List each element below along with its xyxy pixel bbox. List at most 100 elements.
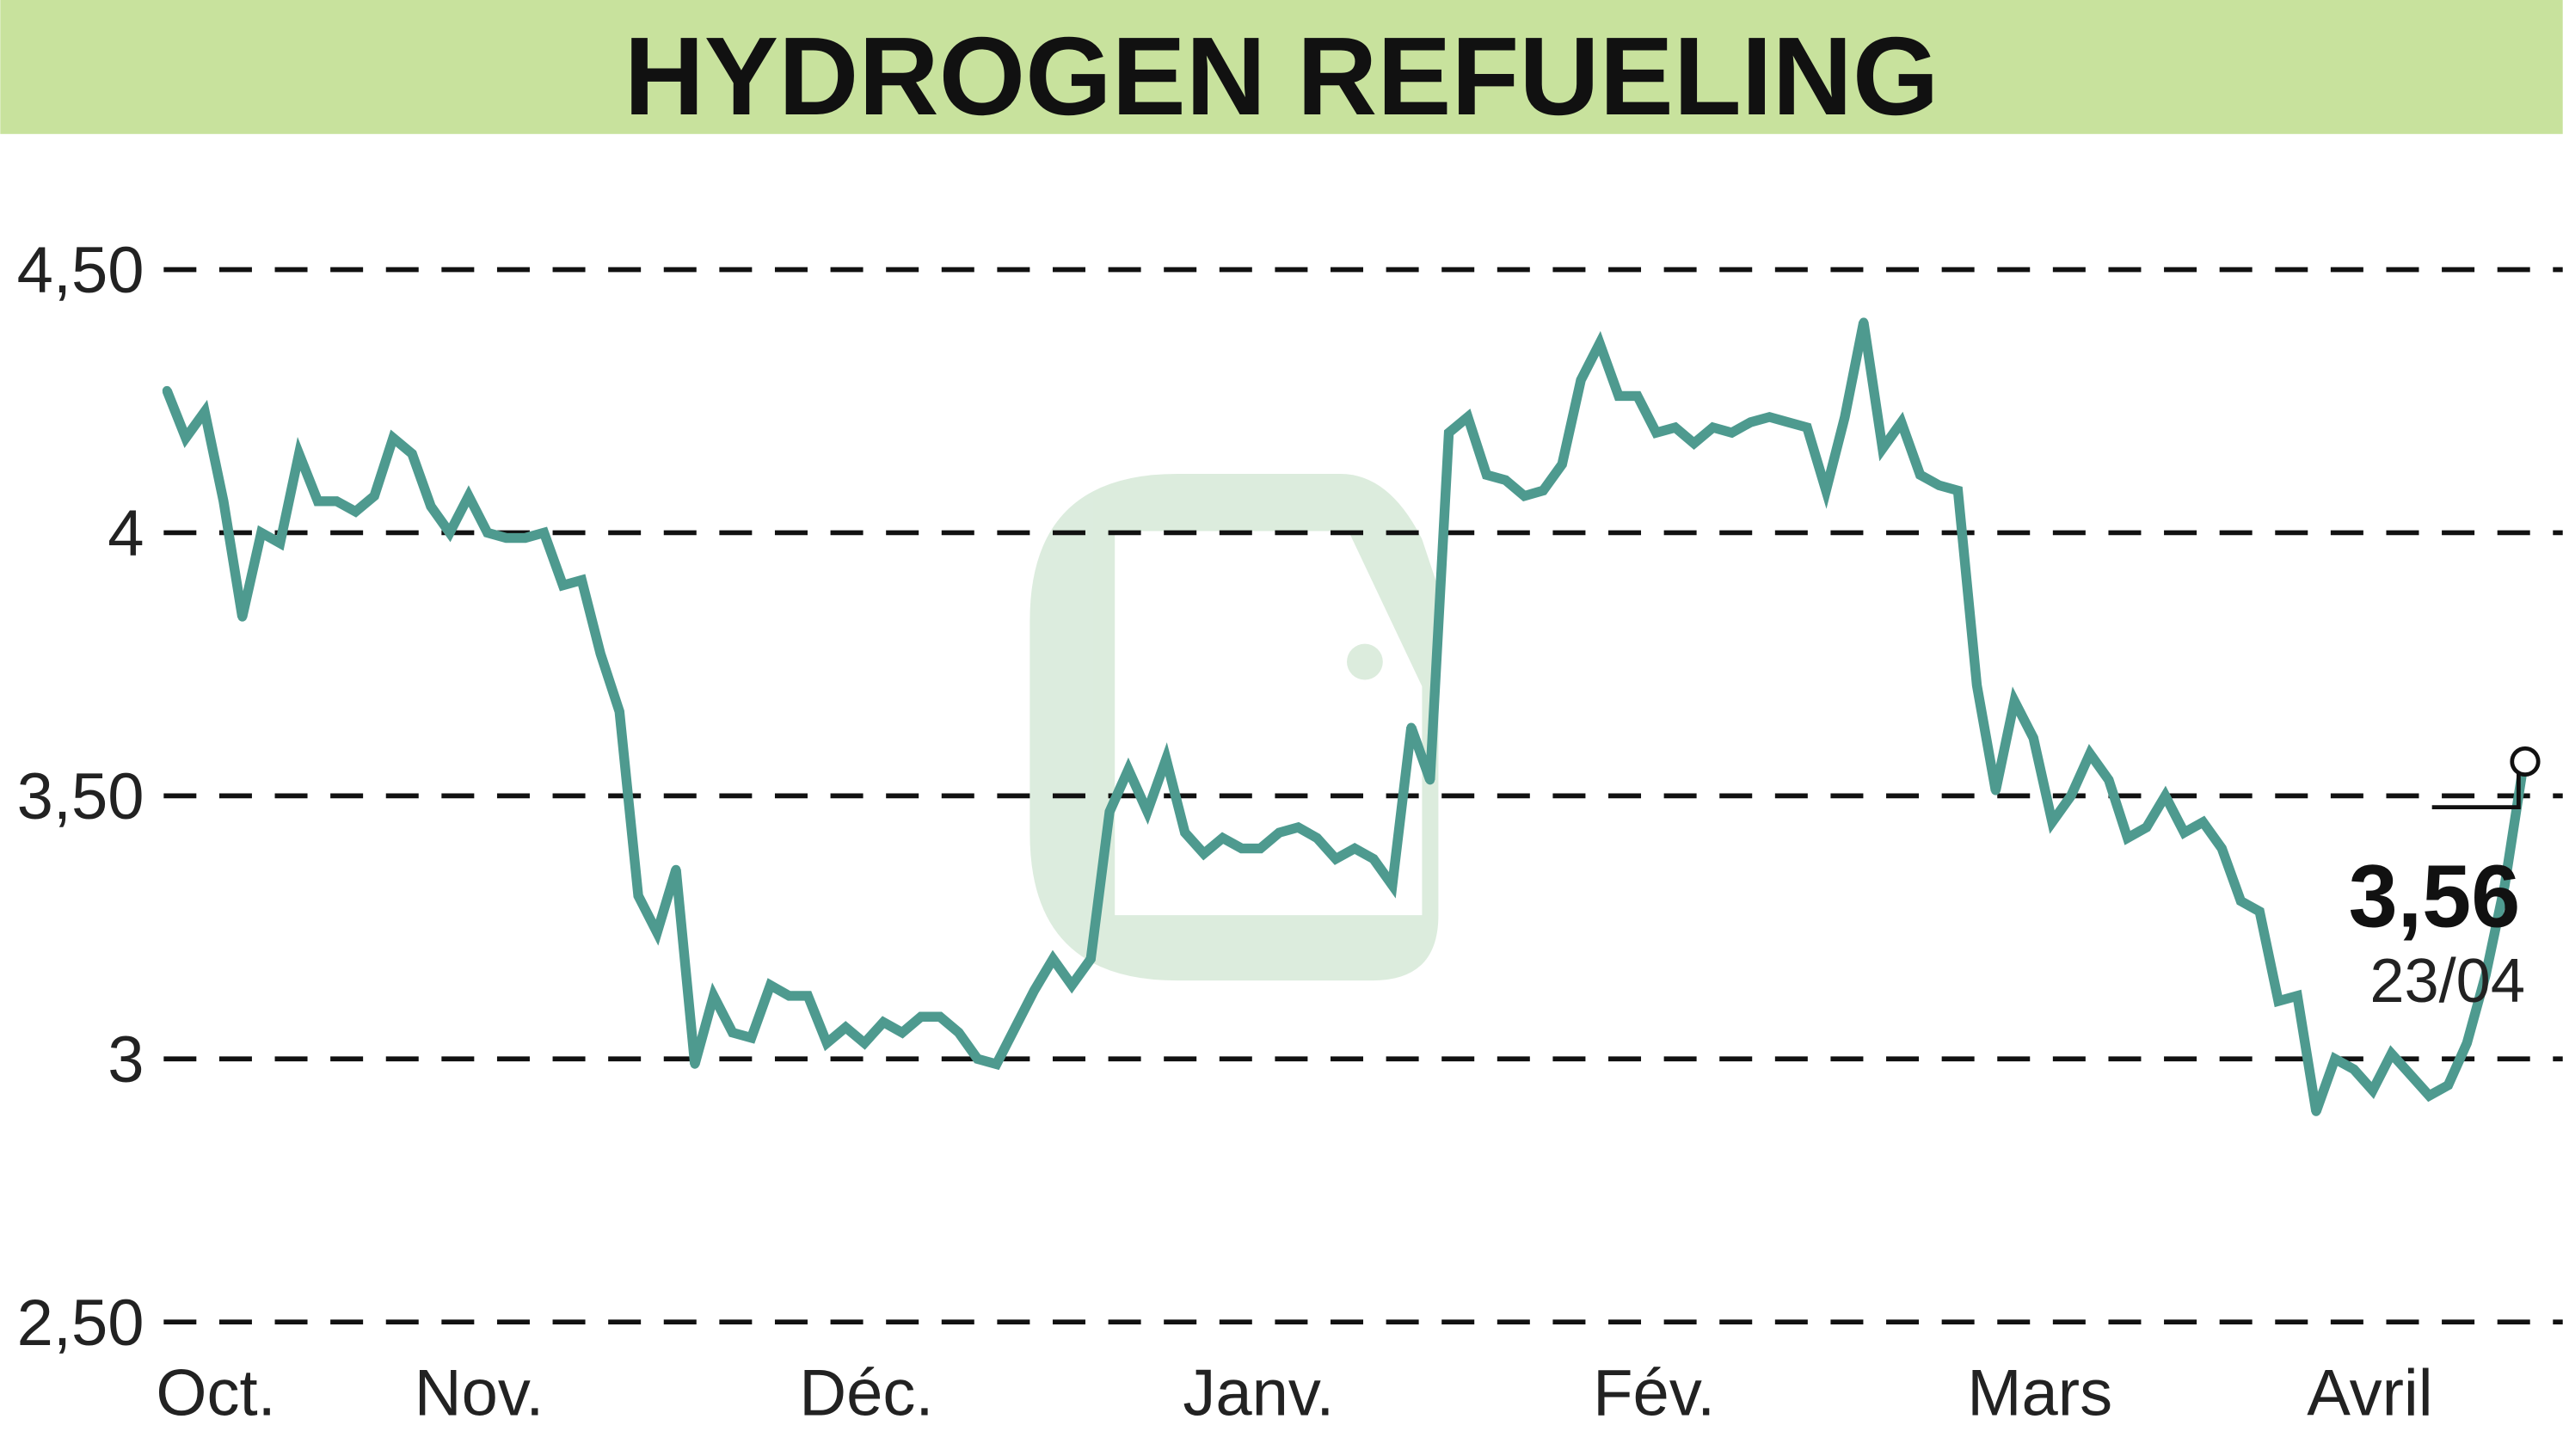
data-point	[2123, 832, 2133, 843]
data-point	[2292, 991, 2302, 1001]
data-point	[2009, 696, 2019, 706]
data-point	[1821, 486, 1831, 495]
data-point	[1085, 954, 1096, 964]
data-point	[256, 528, 267, 538]
data-point	[1256, 844, 1265, 853]
data-point	[1538, 486, 1548, 495]
data-point	[1293, 822, 1303, 832]
data-point	[897, 1028, 907, 1038]
data-point	[2387, 1048, 2396, 1059]
data-point	[973, 1054, 982, 1064]
data-point	[369, 491, 379, 501]
data-point	[1783, 417, 1793, 427]
data-point	[1463, 412, 1472, 422]
data-point	[1727, 427, 1736, 438]
data-point	[1331, 854, 1341, 864]
data-point	[2254, 906, 2265, 917]
data-point	[181, 433, 191, 443]
data-point	[954, 1028, 964, 1038]
data-point	[821, 1038, 832, 1048]
data-point	[1689, 439, 1699, 448]
data-point	[1840, 412, 1850, 422]
data-point	[2311, 1107, 2321, 1116]
data-point	[2406, 1070, 2415, 1079]
data-point	[351, 507, 360, 517]
x-tick-label: Oct.	[156, 1356, 275, 1429]
data-point	[1520, 491, 1529, 501]
data-point	[388, 433, 398, 443]
watermark-dot	[1347, 643, 1383, 680]
data-point	[2160, 791, 2170, 801]
data-point	[1349, 844, 1360, 853]
data-point	[2425, 1090, 2434, 1101]
data-point	[859, 1038, 870, 1048]
data-point	[916, 1012, 926, 1022]
data-point	[765, 980, 775, 990]
data-point	[1576, 375, 1586, 385]
data-point	[162, 385, 172, 396]
data-point	[426, 501, 436, 512]
data-point	[1482, 470, 1491, 480]
data-point	[935, 1012, 945, 1022]
data-point	[992, 1060, 1001, 1069]
data-point	[482, 528, 493, 538]
data-point	[2028, 733, 2038, 743]
data-point	[1708, 422, 1718, 433]
x-tick-label: Déc.	[799, 1356, 933, 1429]
y-tick-label: 2,50	[17, 1287, 144, 1360]
data-point	[539, 528, 549, 538]
data-point	[1878, 444, 1888, 453]
data-point	[1180, 827, 1190, 838]
data-point	[1501, 475, 1510, 485]
data-point	[1161, 754, 1171, 764]
data-point	[445, 528, 455, 538]
y-tick-label: 3	[108, 1023, 144, 1097]
data-point	[520, 533, 530, 543]
watermark-logo	[1030, 474, 1439, 981]
data-point	[1048, 954, 1058, 964]
data-point	[501, 533, 511, 543]
data-point	[803, 991, 813, 1001]
data-point	[728, 1028, 738, 1038]
data-point	[313, 496, 323, 507]
data-point	[614, 707, 624, 716]
data-point	[1972, 680, 1982, 691]
data-point	[2330, 1054, 2340, 1064]
last-value-leader	[2431, 771, 2521, 810]
data-point	[840, 1023, 851, 1032]
data-point	[464, 491, 474, 501]
data-point	[709, 991, 719, 1001]
data-point	[1859, 317, 1869, 328]
data-point	[2066, 791, 2076, 801]
data-point	[690, 1060, 700, 1069]
data-point	[577, 575, 587, 585]
data-point	[2462, 1038, 2472, 1048]
last-date: 23/04	[2369, 947, 2525, 1016]
chart-title: HYDROGEN REFUELING	[624, 15, 1939, 138]
data-point	[784, 991, 794, 1001]
y-tick-label: 4	[108, 497, 144, 570]
data-point	[1802, 422, 1812, 433]
data-point	[1142, 807, 1152, 817]
data-point	[237, 612, 248, 622]
data-point	[2142, 822, 2152, 832]
data-point	[2349, 1065, 2359, 1074]
data-point	[2499, 881, 2510, 890]
data-point	[1066, 980, 1077, 990]
data-point	[2179, 827, 2189, 838]
data-point	[275, 538, 285, 548]
data-point	[2047, 817, 2057, 827]
data-point	[1651, 427, 1662, 438]
data-point	[200, 407, 210, 417]
x-tick-label: Fév.	[1593, 1356, 1715, 1429]
data-point	[671, 864, 681, 875]
data-point	[2480, 970, 2491, 980]
data-point	[1123, 765, 1134, 775]
data-point	[1368, 854, 1379, 864]
data-point	[1632, 391, 1643, 401]
data-point	[1953, 486, 1963, 495]
data-point	[1613, 391, 1624, 401]
data-point	[595, 648, 605, 659]
data-point	[294, 449, 304, 458]
